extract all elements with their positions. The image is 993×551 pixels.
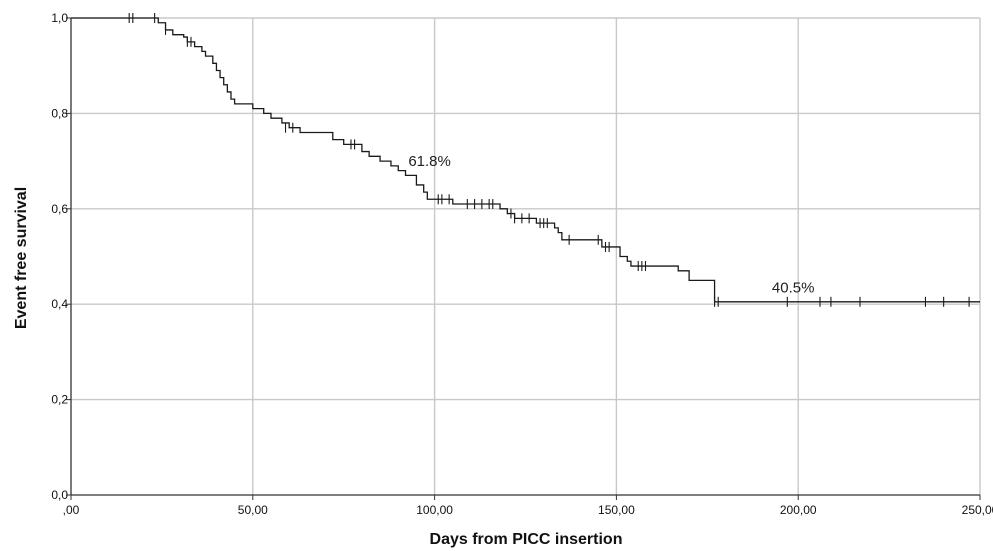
survival-curve bbox=[71, 17, 980, 303]
y-tick-label: 0,8 bbox=[51, 106, 68, 120]
y-tick-label: 0,4 bbox=[51, 297, 68, 311]
annotation-label: 61.8% bbox=[408, 153, 451, 170]
x-tick-label: ,00 bbox=[63, 503, 80, 517]
y-axis-title: Event free survival bbox=[13, 187, 30, 329]
y-tick-label: 0,0 bbox=[51, 488, 68, 502]
curve-layer bbox=[71, 17, 980, 303]
x-tick-label: 50,00 bbox=[238, 503, 268, 517]
x-tick-label: 200,00 bbox=[780, 503, 817, 517]
x-tick-label: 250,00 bbox=[962, 503, 993, 517]
annotation-label: 40.5% bbox=[772, 279, 815, 296]
axis-layer: ,00 50,00 100,00 150,00 200,00 250,00 0,0 0,2 0,… bbox=[51, 11, 993, 517]
y-tick-label: 0,6 bbox=[51, 202, 68, 216]
y-tick-label: 1,0 bbox=[51, 11, 68, 25]
x-tick-label: 150,00 bbox=[598, 503, 635, 517]
grid-layer bbox=[71, 17, 981, 495]
censor-layer bbox=[128, 13, 970, 307]
y-tick-label: 0,2 bbox=[51, 393, 68, 407]
label-layer: 61.8% 40.5% bbox=[408, 153, 814, 296]
x-tick-label: 100,00 bbox=[416, 503, 453, 517]
x-axis-title: Days from PICC insertion bbox=[430, 531, 623, 548]
